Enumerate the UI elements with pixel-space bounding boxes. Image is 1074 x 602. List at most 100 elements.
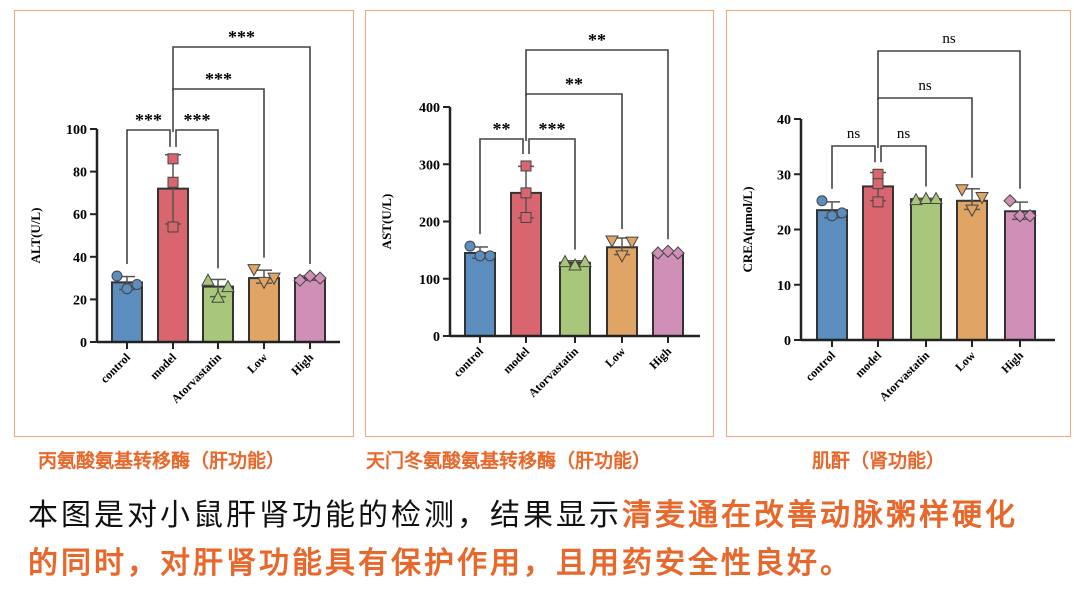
data-point — [201, 273, 215, 286]
data-point — [167, 153, 179, 165]
data-point — [836, 207, 848, 219]
significance-bracket — [528, 138, 576, 250]
bar-High — [652, 251, 684, 337]
significance-label: *** — [184, 110, 211, 130]
data-point — [293, 273, 307, 287]
x-tick-label: control — [97, 350, 133, 386]
significance-label: *** — [228, 27, 255, 47]
data-point — [929, 191, 943, 205]
data-point — [625, 236, 639, 250]
data-point — [919, 191, 933, 205]
data-point — [909, 192, 923, 206]
data-point — [661, 244, 675, 258]
data-point — [111, 270, 123, 282]
significance-label: *** — [539, 119, 566, 139]
significance-label: ns — [918, 78, 932, 94]
y-tick-label: 100 — [66, 123, 87, 138]
y-tick-label: 200 — [419, 216, 440, 231]
crea-chart-panel — [726, 10, 1071, 437]
significance-label: ** — [493, 119, 511, 139]
data-point — [1003, 194, 1017, 208]
data-point — [615, 250, 629, 263]
significance-bracket — [172, 88, 265, 258]
data-point — [975, 191, 989, 205]
x-tick-label: High — [646, 344, 674, 372]
significance-bracket — [831, 145, 876, 189]
y-tick-label: 40 — [73, 251, 87, 266]
y-tick-label: 300 — [419, 158, 440, 173]
x-tick-label: Atorvastatin — [525, 344, 581, 400]
y-axis-label: ALT(U/L) — [28, 208, 43, 264]
y-tick-label: 40 — [777, 113, 791, 128]
x-tick-label: model — [147, 350, 180, 383]
bar-model — [862, 185, 894, 341]
significance-bracket — [172, 46, 311, 264]
data-point — [826, 210, 838, 222]
significance-label: ** — [588, 30, 606, 50]
significance-label: ** — [565, 74, 583, 94]
significance-bracket — [877, 50, 1021, 189]
data-point — [872, 196, 884, 208]
data-point — [474, 250, 486, 262]
summary-part1: 本图是对小鼠肝肾功能的检测，结果显示 — [28, 498, 622, 533]
x-tick-label: Low — [602, 344, 628, 370]
x-tick-label: Low — [952, 348, 978, 374]
bar-Low — [956, 199, 988, 341]
data-point — [167, 221, 179, 233]
data-point — [520, 187, 532, 199]
x-tick-label: High — [998, 348, 1026, 376]
y-tick-label: 0 — [433, 330, 440, 345]
data-point — [257, 276, 271, 290]
y-tick-label: 0 — [80, 336, 87, 351]
y-axis-label: CREA(μmol/L) — [740, 186, 755, 272]
crea-caption: 肌酐（肾功能） — [812, 450, 946, 472]
data-point — [221, 279, 235, 293]
summary-highlight-2: 的同时，对肝肾功能具有保护作用，且用药安全性良好。 — [28, 546, 853, 581]
x-tick-label: Low — [244, 350, 270, 376]
y-tick-label: 80 — [73, 166, 87, 181]
significance-bracket — [126, 129, 171, 264]
x-tick-label: High — [288, 350, 316, 378]
data-point — [247, 264, 261, 277]
bar-High — [1004, 210, 1036, 341]
data-point — [872, 168, 884, 180]
significance-bracket — [175, 129, 219, 269]
data-point — [167, 176, 179, 188]
bar-Atorvastatin — [559, 261, 591, 337]
data-point — [965, 204, 979, 218]
y-tick-label: 10 — [777, 279, 791, 294]
y-axis-label: AST(U/L) — [379, 194, 394, 250]
alt-caption: 丙氨酸氨基转移酶（肝功能） — [38, 450, 286, 472]
x-tick-label: control — [450, 344, 486, 380]
data-point — [303, 269, 317, 283]
data-point — [313, 271, 327, 285]
data-point — [121, 283, 133, 295]
data-point — [211, 290, 225, 303]
data-point — [1023, 208, 1037, 223]
x-tick-label: model — [852, 348, 885, 381]
data-point — [605, 235, 619, 249]
y-tick-label: 0 — [784, 334, 791, 349]
data-point — [558, 254, 572, 268]
data-point — [267, 272, 281, 286]
significance-bracket — [525, 49, 669, 240]
y-tick-label: 400 — [419, 101, 440, 116]
x-tick-label: Atorvastatin — [876, 348, 932, 404]
significance-bracket — [880, 145, 927, 187]
summary-text: 本图是对小鼠肝肾功能的检测，结果显示清麦通在改善动脉粥样硬化 的同时，对肝肾功能… — [28, 492, 1018, 588]
bar-Atorvastatin — [910, 198, 942, 341]
significance-label: ns — [897, 126, 911, 142]
y-tick-label: 60 — [73, 208, 87, 223]
data-point — [464, 240, 476, 252]
bar-High — [294, 277, 326, 344]
x-tick-label: model — [500, 344, 533, 377]
data-point — [568, 257, 582, 271]
significance-bracket — [479, 138, 524, 235]
y-tick-label: 20 — [777, 224, 791, 239]
significance-label: *** — [135, 110, 162, 130]
data-point — [816, 195, 828, 207]
